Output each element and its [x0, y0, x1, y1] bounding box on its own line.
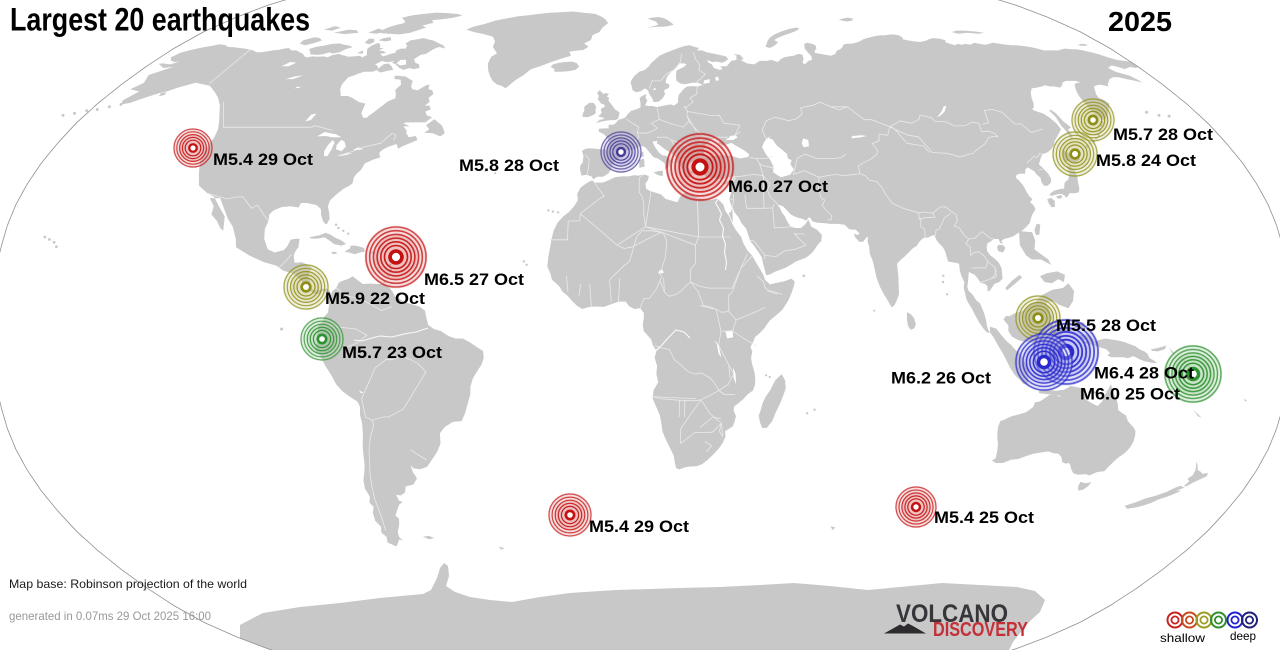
svg-text:M5.7 28 Oct: M5.7 28 Oct — [1113, 125, 1213, 144]
svg-text:generated in 0.07ms 29 Oct 202: generated in 0.07ms 29 Oct 2025 16:00 — [9, 609, 211, 623]
svg-text:M6.4 28 Oct: M6.4 28 Oct — [1094, 364, 1194, 383]
svg-text:Map base: Robinson projection: Map base: Robinson projection of the wor… — [9, 577, 247, 591]
svg-text:M6.0 27 Oct: M6.0 27 Oct — [728, 177, 828, 196]
svg-text:VOLCANO: VOLCANO — [896, 600, 1008, 628]
svg-text:DISCOVERY: DISCOVERY — [933, 619, 1029, 641]
svg-text:M5.4 29 Oct: M5.4 29 Oct — [589, 517, 689, 536]
svg-text:M5.8 28 Oct: M5.8 28 Oct — [459, 156, 559, 175]
svg-text:M5.5 28 Oct: M5.5 28 Oct — [1056, 316, 1156, 335]
svg-text:M5.9 22 Oct: M5.9 22 Oct — [325, 289, 425, 308]
svg-text:Largest 20 earthquakes: Largest 20 earthquakes — [10, 2, 310, 38]
svg-text:M6.5 27 Oct: M6.5 27 Oct — [424, 270, 524, 289]
svg-text:M6.2 26 Oct: M6.2 26 Oct — [891, 369, 991, 388]
svg-text:M5.4 29 Oct: M5.4 29 Oct — [213, 150, 313, 169]
svg-text:M5.4 25 Oct: M5.4 25 Oct — [934, 508, 1034, 527]
svg-text:M5.7 23 Oct: M5.7 23 Oct — [342, 343, 442, 362]
svg-text:M5.8 24 Oct: M5.8 24 Oct — [1096, 151, 1196, 170]
svg-text:deep: deep — [1230, 629, 1256, 643]
svg-text:2025: 2025 — [1108, 6, 1172, 37]
svg-text:shallow: shallow — [1160, 631, 1205, 645]
svg-text:M6.0 25 Oct: M6.0 25 Oct — [1080, 385, 1180, 404]
